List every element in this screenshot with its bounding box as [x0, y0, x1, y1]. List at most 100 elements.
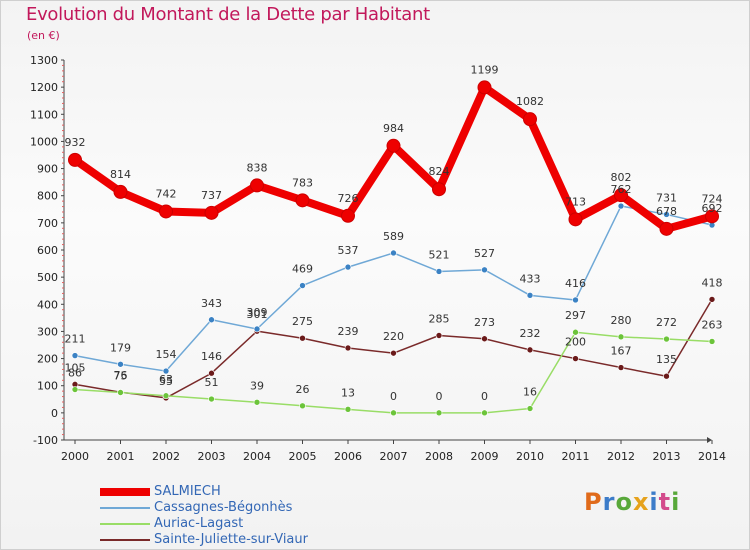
- y-tick-label: 400: [37, 298, 58, 311]
- data-label: 726: [338, 192, 359, 205]
- data-point: [299, 402, 306, 410]
- data-point: [572, 328, 579, 336]
- data-label: 211: [65, 333, 86, 346]
- data-point: [299, 282, 306, 289]
- data-label: 724: [702, 192, 723, 205]
- legend-label: Sainte-Juliette-sur-Viaur: [154, 532, 308, 547]
- data-point: [117, 360, 124, 368]
- data-point: [477, 80, 492, 95]
- data-label: 692: [702, 202, 723, 215]
- data-label: 135: [656, 353, 677, 366]
- data-label: 63: [159, 373, 173, 386]
- data-point: [208, 316, 215, 324]
- data-label: 105: [65, 361, 86, 374]
- data-point: [663, 211, 670, 218]
- y-tick-label: 1100: [30, 108, 58, 121]
- legend-swatch: [100, 539, 150, 541]
- data-point: [344, 406, 352, 413]
- data-point: [617, 364, 625, 371]
- data-point: [526, 292, 534, 299]
- data-point: [386, 138, 401, 153]
- data-point: [617, 333, 625, 341]
- data-point: [526, 346, 534, 354]
- data-label: 737: [201, 189, 222, 202]
- data-label: 932: [65, 136, 86, 149]
- data-point: [344, 344, 352, 352]
- y-tick-label: 700: [37, 217, 58, 230]
- data-label: 678: [656, 205, 677, 218]
- data-label: 309: [247, 306, 268, 319]
- data-label: 232: [520, 327, 541, 340]
- data-point: [435, 409, 443, 417]
- logo-letter: i: [671, 488, 681, 516]
- data-point: [663, 335, 670, 343]
- data-point: [435, 268, 443, 275]
- data-label: 469: [292, 263, 313, 276]
- data-label: 154: [156, 348, 177, 361]
- data-point: [663, 372, 670, 380]
- data-label: 527: [474, 247, 495, 260]
- data-point: [614, 188, 628, 203]
- data-label: 51: [205, 376, 219, 389]
- chart-subtitle: (en €): [27, 29, 60, 42]
- data-point: [708, 338, 716, 345]
- x-tick-label: 2007: [380, 450, 408, 463]
- data-label: 13: [341, 386, 355, 399]
- data-point: [435, 332, 443, 339]
- x-tick-label: 2004: [243, 450, 271, 463]
- proxiti-logo: Proxiti: [584, 488, 680, 516]
- data-label: 220: [383, 330, 404, 343]
- data-point: [617, 202, 625, 210]
- y-tick-label: 500: [37, 271, 58, 284]
- x-tick-label: 2010: [516, 450, 544, 463]
- data-point: [481, 335, 488, 343]
- data-point: [481, 266, 488, 274]
- data-label: 263: [702, 318, 723, 331]
- data-point: [568, 212, 583, 227]
- data-point: [204, 205, 219, 220]
- data-point: [526, 405, 534, 412]
- logo-letter: o: [615, 488, 633, 516]
- data-label: 297: [565, 309, 586, 322]
- data-label: 200: [565, 336, 586, 349]
- data-point: [299, 334, 306, 342]
- x-tick-label: 2012: [607, 450, 635, 463]
- data-label: 179: [110, 341, 131, 354]
- data-point: [708, 296, 716, 303]
- data-point: [344, 263, 352, 271]
- data-label: 433: [520, 272, 541, 285]
- x-tick-label: 2001: [107, 450, 135, 463]
- x-tick-label: 2013: [653, 450, 681, 463]
- data-label: 783: [292, 176, 313, 189]
- data-label: 26: [296, 383, 310, 396]
- x-tick-label: 2014: [698, 450, 726, 463]
- data-label: 1199: [471, 63, 499, 76]
- legend-label: Auriac-Lagast: [154, 516, 244, 531]
- data-point: [481, 409, 488, 417]
- data-label: 16: [523, 386, 537, 399]
- y-tick-label: 0: [51, 407, 58, 420]
- y-tick-label: 1000: [30, 135, 58, 148]
- data-label: 1082: [516, 95, 544, 108]
- data-label: 802: [611, 171, 632, 184]
- data-point: [253, 325, 261, 333]
- x-tick-label: 2002: [152, 450, 180, 463]
- data-label: 713: [565, 195, 586, 208]
- x-tick-label: 2009: [471, 450, 499, 463]
- x-tick-label: 2008: [425, 450, 453, 463]
- data-label: 418: [702, 276, 723, 289]
- data-label: 521: [429, 248, 450, 261]
- data-point: [162, 392, 170, 400]
- x-tick-label: 2003: [198, 450, 226, 463]
- data-label: 814: [110, 168, 131, 181]
- data-point: [390, 409, 397, 417]
- y-tick-label: 800: [37, 190, 58, 203]
- data-point: [523, 112, 537, 127]
- x-tick-label: 2011: [562, 450, 590, 463]
- x-tick-label: 2005: [289, 450, 317, 463]
- data-label: 838: [247, 161, 268, 174]
- data-label: 167: [611, 345, 632, 358]
- y-tick-label: 600: [37, 244, 58, 257]
